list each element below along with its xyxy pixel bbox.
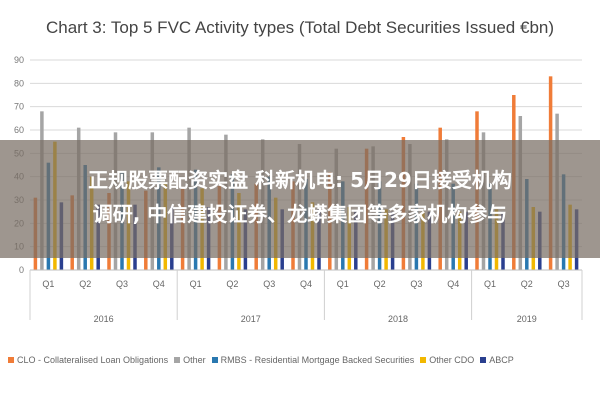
legend-item: CLO - Collateralised Loan Obligations bbox=[8, 355, 168, 365]
legend-label: CLO - Collateralised Loan Obligations bbox=[17, 355, 169, 365]
y-tick-label: 70 bbox=[14, 102, 24, 112]
chart-title: Chart 3: Top 5 FVC Activity types (Total… bbox=[45, 18, 555, 37]
x-tick-label: Q3 bbox=[558, 279, 570, 289]
year-label: 2017 bbox=[241, 314, 261, 324]
legend-swatch bbox=[420, 357, 427, 363]
x-tick-label: Q1 bbox=[190, 279, 202, 289]
y-tick-label: 0 bbox=[19, 265, 24, 275]
x-tick-label: Q3 bbox=[116, 279, 128, 289]
legend-swatch bbox=[211, 357, 218, 363]
legend-label: Other bbox=[183, 355, 206, 365]
x-tick-label: Q2 bbox=[374, 279, 386, 289]
x-tick-label: Q2 bbox=[521, 279, 533, 289]
x-tick-label: Q4 bbox=[300, 279, 312, 289]
x-tick-label: Q4 bbox=[447, 279, 459, 289]
x-tick-label: Q1 bbox=[42, 279, 54, 289]
y-tick-label: 80 bbox=[14, 78, 24, 88]
legend-item: RMBS - Residential Mortgage Backed Secur… bbox=[211, 355, 415, 365]
year-label: 2016 bbox=[94, 314, 114, 324]
x-tick-label: Q2 bbox=[79, 279, 91, 289]
legend-label: Other CDO bbox=[429, 355, 475, 365]
legend-swatch bbox=[8, 357, 14, 363]
x-tick-label: Q2 bbox=[226, 279, 238, 289]
x-tick-label: Q4 bbox=[153, 279, 165, 289]
year-label: 2018 bbox=[388, 314, 408, 324]
overlay-line-1: 正规股票配资实盘 科新机电: 5月29日接受机构 bbox=[88, 168, 512, 192]
x-tick-label: Q1 bbox=[484, 279, 496, 289]
legend-item: ABCP bbox=[480, 355, 514, 365]
y-tick-label: 60 bbox=[14, 125, 24, 135]
x-tick-label: Q3 bbox=[263, 279, 275, 289]
legend-swatch bbox=[480, 357, 487, 363]
legend-label: RMBS - Residential Mortgage Backed Secur… bbox=[220, 355, 415, 365]
legend-item: Other CDO bbox=[420, 355, 474, 365]
overlay-line-2: 调研, 中信建投证券、龙蟒集团等多家机构参与 bbox=[92, 202, 508, 226]
legend-label: ABCP bbox=[489, 355, 514, 365]
overlay-banner: 正规股票配资实盘 科新机电: 5月29日接受机构 调研, 中信建投证券、龙蟒集团… bbox=[0, 140, 600, 258]
year-label: 2019 bbox=[517, 314, 537, 324]
legend-item: Other bbox=[174, 355, 206, 365]
y-tick-label: 90 bbox=[14, 55, 24, 65]
x-tick-label: Q3 bbox=[410, 279, 422, 289]
x-tick-label: Q1 bbox=[337, 279, 349, 289]
legend-swatch bbox=[174, 357, 181, 363]
legend: CLO - Collateralised Loan Obligations Oth… bbox=[8, 350, 598, 370]
